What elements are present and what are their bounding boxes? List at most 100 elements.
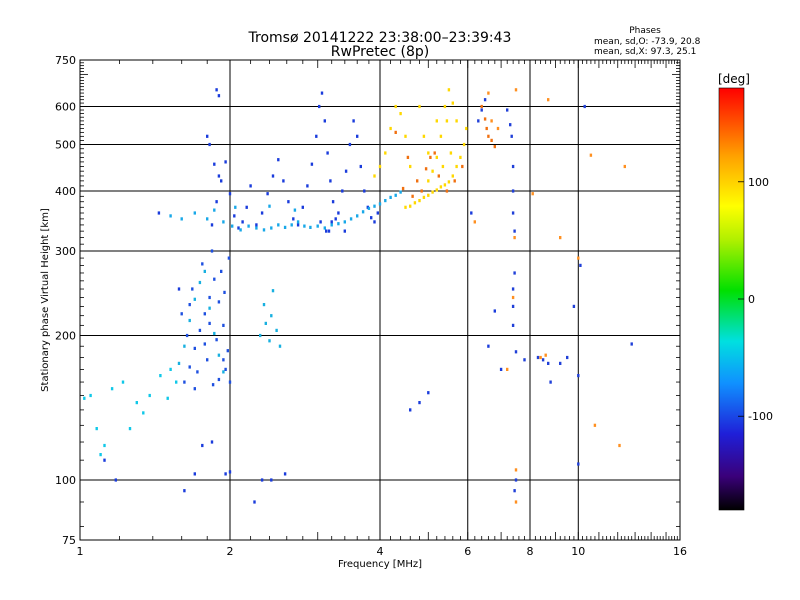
data-point bbox=[363, 189, 366, 193]
data-point bbox=[177, 361, 181, 365]
x-tick-label: 8 bbox=[527, 545, 534, 558]
data-point bbox=[217, 300, 221, 304]
data-point bbox=[270, 226, 273, 230]
data-point bbox=[406, 155, 410, 159]
data-point bbox=[309, 225, 312, 229]
data-point bbox=[583, 104, 586, 109]
data-point bbox=[539, 355, 542, 360]
data-point bbox=[399, 190, 402, 194]
colorbar-tick-label: 0 bbox=[748, 293, 755, 306]
data-point bbox=[511, 295, 515, 300]
data-point bbox=[234, 205, 237, 209]
data-point bbox=[220, 179, 223, 183]
data-point bbox=[465, 126, 468, 131]
y-tick-label: 100 bbox=[55, 474, 76, 487]
y-tick-label: 600 bbox=[55, 101, 76, 114]
phases-x-stats: mean, sd,X: 97.3, 25.1 bbox=[594, 47, 696, 57]
data-point bbox=[271, 174, 275, 178]
data-point bbox=[210, 249, 214, 253]
data-point bbox=[177, 287, 181, 291]
data-point bbox=[224, 160, 227, 164]
data-point bbox=[213, 162, 216, 166]
data-point bbox=[566, 355, 569, 360]
data-point bbox=[541, 358, 545, 362]
data-point bbox=[439, 185, 443, 189]
data-point bbox=[453, 179, 456, 183]
data-point bbox=[344, 169, 348, 173]
data-point bbox=[487, 91, 490, 95]
data-point bbox=[228, 470, 232, 474]
data-point bbox=[443, 183, 447, 187]
x-tick-label: 2 bbox=[227, 545, 234, 558]
data-point bbox=[483, 98, 487, 102]
data-point bbox=[427, 179, 430, 183]
data-point bbox=[348, 142, 352, 147]
data-point bbox=[470, 211, 473, 215]
data-point bbox=[373, 204, 376, 208]
data-point bbox=[579, 263, 582, 267]
data-point bbox=[121, 380, 125, 384]
data-point bbox=[439, 134, 443, 138]
data-point bbox=[110, 387, 114, 391]
data-point bbox=[413, 201, 417, 205]
data-point bbox=[549, 380, 552, 384]
data-point bbox=[215, 88, 218, 92]
data-point bbox=[215, 338, 218, 342]
data-point bbox=[293, 208, 297, 212]
data-point bbox=[208, 142, 211, 147]
data-point bbox=[296, 223, 300, 227]
data-point bbox=[447, 180, 451, 184]
data-point bbox=[223, 290, 226, 294]
data-point bbox=[373, 220, 376, 224]
data-point bbox=[180, 217, 183, 221]
data-point bbox=[480, 108, 483, 112]
data-point bbox=[217, 94, 221, 98]
data-point bbox=[203, 269, 206, 273]
x-tick-label: 6 bbox=[464, 545, 471, 558]
data-point bbox=[577, 462, 580, 466]
data-point bbox=[487, 344, 490, 348]
data-point bbox=[356, 214, 359, 218]
data-point bbox=[303, 224, 306, 228]
data-point bbox=[480, 104, 483, 109]
data-point bbox=[217, 353, 221, 357]
data-point bbox=[103, 443, 106, 448]
data-point bbox=[473, 220, 476, 224]
data-point bbox=[449, 151, 453, 155]
data-point bbox=[511, 211, 515, 215]
data-point bbox=[356, 134, 359, 138]
data-point bbox=[319, 220, 322, 224]
data-point bbox=[343, 229, 346, 233]
data-point bbox=[455, 119, 458, 123]
data-point bbox=[435, 188, 438, 192]
data-point bbox=[239, 228, 242, 232]
data-point bbox=[427, 193, 430, 197]
y-axis-label: Stationary phase Virtual Height [km] bbox=[40, 208, 51, 392]
data-point bbox=[506, 108, 509, 112]
data-point bbox=[99, 453, 102, 457]
data-point bbox=[231, 224, 234, 228]
data-point bbox=[206, 358, 209, 362]
tick-labels: 1 2 4 6 8 10 16 75 100 200 300 400 500 600 750 bbox=[55, 54, 687, 558]
data-point bbox=[331, 200, 335, 204]
data-point bbox=[264, 321, 267, 325]
data-point bbox=[277, 158, 280, 162]
data-point bbox=[222, 358, 225, 362]
data-point bbox=[283, 472, 287, 476]
data-point bbox=[523, 358, 526, 362]
data-point bbox=[513, 489, 516, 493]
data-point bbox=[191, 287, 194, 291]
data-point bbox=[275, 328, 278, 332]
data-point bbox=[241, 220, 244, 224]
y-tick-label: 400 bbox=[55, 185, 76, 198]
data-point bbox=[237, 226, 240, 230]
phases-o-stats: mean, sd,O: -73.9, 20.8 bbox=[594, 37, 701, 47]
colorbar-unit-label: [deg] bbox=[718, 72, 750, 86]
data-point bbox=[183, 489, 186, 493]
data-point bbox=[536, 355, 540, 360]
data-point bbox=[376, 211, 379, 215]
axis-ticks bbox=[80, 60, 680, 540]
data-point bbox=[399, 112, 402, 116]
y-tick-label: 500 bbox=[55, 139, 76, 152]
data-point bbox=[224, 367, 227, 371]
